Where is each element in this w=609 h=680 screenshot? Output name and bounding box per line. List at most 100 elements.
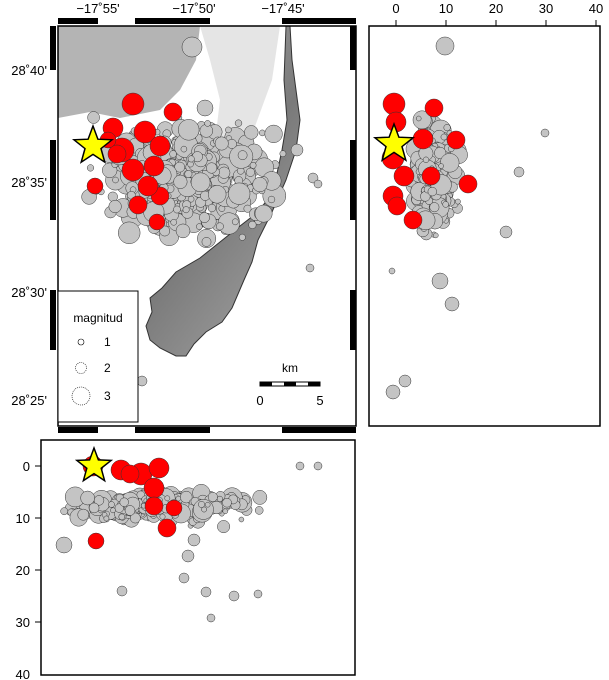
- highlight-event-marker: [403, 210, 423, 230]
- event-marker: [173, 205, 181, 214]
- event-marker: [86, 164, 95, 172]
- event-marker: [170, 219, 177, 226]
- event-marker: [199, 212, 210, 223]
- map-panel: −17˚55' −17˚50' −17˚45' 28˚40' 28˚35' 28…: [11, 1, 357, 433]
- highlight-event-marker: [421, 166, 441, 186]
- bottom-panel-events: [55, 445, 323, 623]
- event-marker: [267, 195, 276, 204]
- event-marker: [444, 296, 460, 312]
- event-marker: [427, 186, 437, 197]
- highlight-event-marker: [143, 477, 165, 499]
- event-marker: [182, 206, 190, 214]
- event-marker: [77, 508, 90, 521]
- scalebar-label: 5: [316, 393, 323, 408]
- event-marker: [201, 237, 212, 247]
- event-marker: [204, 501, 211, 508]
- event-marker: [217, 520, 231, 534]
- highlight-event-marker: [128, 195, 148, 215]
- x-tick: 20: [489, 1, 503, 16]
- event-marker: [178, 119, 200, 141]
- event-marker: [252, 490, 268, 505]
- event-marker: [254, 506, 264, 515]
- highlight-event-marker: [163, 102, 183, 122]
- event-marker: [431, 272, 449, 290]
- event-marker: [116, 585, 128, 597]
- highlight-event-marker: [382, 92, 406, 116]
- event-marker: [208, 185, 227, 204]
- event-marker: [252, 176, 268, 193]
- highlight-event-marker: [120, 464, 140, 484]
- highlight-event-marker: [86, 177, 104, 195]
- right-frame: [368, 25, 601, 427]
- event-marker: [243, 204, 252, 213]
- highlight-event-marker: [446, 130, 466, 150]
- map-frame-bars: [50, 18, 356, 433]
- lon-tick: −17˚45': [261, 1, 304, 16]
- event-marker: [196, 223, 203, 230]
- event-marker: [438, 163, 444, 169]
- event-marker: [238, 233, 246, 241]
- event-marker: [228, 590, 240, 602]
- star-icon: [74, 445, 114, 483]
- event-marker: [87, 111, 100, 124]
- event-marker: [190, 172, 211, 193]
- event-marker: [222, 497, 232, 508]
- legend-circle-2: [75, 362, 87, 374]
- highlight-event-marker: [121, 92, 145, 116]
- y-tick: 40: [16, 667, 30, 680]
- y-tick: 20: [16, 563, 30, 578]
- event-marker: [388, 267, 396, 275]
- event-marker: [196, 99, 214, 117]
- legend-label: 2: [104, 361, 111, 375]
- star-icon: [372, 121, 416, 162]
- x-tick: 30: [539, 1, 553, 16]
- event-marker: [443, 124, 451, 132]
- highlight-event-marker: [148, 213, 166, 231]
- right-panel-events: [372, 36, 550, 400]
- event-marker: [415, 115, 422, 122]
- event-marker: [175, 223, 191, 239]
- event-marker: [55, 536, 73, 554]
- event-marker: [237, 150, 248, 161]
- event-marker: [385, 384, 401, 400]
- event-marker: [305, 263, 315, 273]
- highlight-event-marker: [143, 155, 165, 177]
- event-marker: [435, 36, 455, 56]
- event-marker: [118, 221, 141, 244]
- event-marker: [108, 199, 122, 214]
- event-marker: [204, 120, 211, 127]
- event-marker: [279, 150, 287, 158]
- y-tick: 30: [16, 615, 30, 630]
- event-marker: [164, 495, 171, 502]
- event-marker: [245, 167, 255, 177]
- highlight-event-marker: [149, 135, 171, 157]
- scale-bar: km 0 5: [256, 361, 323, 408]
- lat-tick: 28˚35': [11, 175, 47, 190]
- legend-label: 1: [104, 335, 111, 349]
- event-marker: [60, 507, 69, 516]
- event-marker: [398, 374, 412, 388]
- event-marker: [206, 162, 218, 174]
- map-frame: [57, 25, 357, 427]
- event-marker: [124, 505, 136, 516]
- event-marker: [200, 586, 212, 598]
- lat-tick: 28˚40': [11, 63, 47, 78]
- event-marker: [513, 166, 525, 178]
- event-marker: [216, 495, 223, 502]
- y-tick: 0: [23, 459, 30, 474]
- event-marker: [313, 179, 323, 189]
- legend-title: magnitud: [73, 311, 122, 325]
- event-marker: [159, 225, 171, 237]
- depth-longitude-panel: 0 10 20 30 40: [16, 439, 356, 680]
- event-marker: [422, 156, 430, 163]
- event-marker: [254, 204, 273, 223]
- event-marker: [253, 589, 263, 599]
- event-marker: [187, 155, 195, 163]
- event-marker: [499, 225, 513, 239]
- x-tick: 0: [392, 1, 399, 16]
- event-marker: [206, 613, 216, 623]
- event-marker: [88, 502, 100, 514]
- event-marker: [181, 549, 195, 563]
- legend-circle-1: [77, 338, 85, 346]
- highlight-event-marker: [107, 144, 127, 164]
